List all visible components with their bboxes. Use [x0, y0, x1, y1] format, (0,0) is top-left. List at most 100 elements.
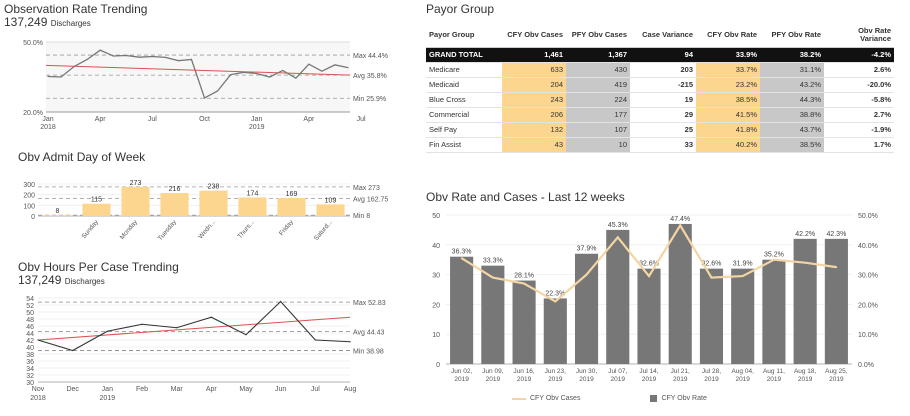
cell: 2.7% — [824, 107, 894, 123]
data-point — [282, 69, 284, 72]
grand-total-row: GRAND TOTAL 1,461 1,367 94 33.9% 38.2% -… — [426, 47, 894, 63]
trend-line — [37, 316, 351, 341]
header-case-variance[interactable]: Case Variance — [630, 24, 696, 48]
bar — [450, 256, 474, 364]
table-row[interactable]: Self Pay 132 107 25 41.8% 43.7% -1.9% — [426, 122, 894, 138]
x-tick-label: Jan — [42, 116, 53, 123]
x-tick-year: 2019 — [798, 376, 813, 383]
header-cfy-obv-rate[interactable]: CFY Obv Rate — [696, 24, 760, 48]
bar — [160, 192, 189, 216]
data-point — [151, 55, 153, 58]
y-tick-label-left: 10 — [432, 332, 440, 339]
data-point — [648, 275, 650, 277]
table-row[interactable]: Fin Assist 43 10 33 40.2% 38.5% 1.7% — [426, 137, 894, 153]
payor-title: Payor Group — [426, 2, 495, 16]
legend-rate-label: CFY Obv Rate — [661, 395, 707, 402]
data-point — [314, 339, 316, 341]
cell: 33.9% — [696, 47, 760, 63]
cell: 43.2% — [760, 77, 824, 93]
cell: 107 — [566, 122, 630, 138]
reference-label: Max 273 — [353, 185, 380, 192]
data-point — [177, 60, 180, 62]
x-tick-label: Sunday — [80, 218, 100, 240]
data-label: 28.1% — [514, 273, 534, 280]
data-point — [804, 261, 806, 264]
header-pfy-obv-rate[interactable]: PFY Obv Rate — [760, 24, 824, 48]
cell: 1,461 — [502, 47, 566, 63]
cell: 38.5% — [696, 92, 760, 108]
bar — [238, 197, 267, 216]
data-point — [47, 75, 49, 78]
y-tick-label-left: 30 — [432, 273, 440, 280]
weekly-chart: 0 0.0% 10 10.0% 20 20.0% 30 30.0% 40 40.0% 50 50.0%… — [432, 213, 878, 383]
bar — [481, 265, 505, 364]
data-label: 42.3% — [826, 231, 846, 238]
table-row[interactable]: Medicare 633 430 203 33.7% 31.1% 2.6% — [426, 62, 894, 78]
table-row[interactable]: Blue Cross 243 224 19 38.5% 44.3% -5.8% — [426, 92, 894, 108]
data-point — [295, 77, 297, 79]
y-tick-label-left: 40 — [432, 243, 440, 250]
y-tick-label-right: 10.0% — [858, 332, 878, 339]
data-point — [349, 341, 351, 343]
data-point — [164, 56, 166, 58]
cell: 43 — [502, 137, 566, 153]
series-line — [37, 300, 351, 352]
x-tick-year: 2019 — [611, 376, 626, 383]
hours-case-title: Obv Hours Per Case Trending — [18, 260, 179, 274]
data-point — [280, 300, 282, 303]
table-row[interactable]: Commercial 206 177 29 41.5% 38.8% 2.7% — [426, 107, 894, 123]
bar — [668, 223, 692, 364]
data-label: 35.2% — [764, 252, 784, 259]
obs-rate-title: Observation Rate Trending — [4, 2, 148, 16]
data-label: 32.6% — [639, 261, 659, 268]
admit-dow-chart: 0 100 200 300 Max 273 Avg 162.75 Min 8 8 115 273 2… — [23, 180, 388, 242]
data-point — [86, 58, 88, 61]
reference-label: Avg 44.43 — [353, 329, 385, 336]
cell: 38.2% — [760, 47, 824, 63]
x-tick-label: Oct — [199, 116, 210, 123]
x-tick-year: 2019 — [486, 376, 501, 383]
payor-header-row: Payor Group CFY Obv Cases PFY Obv Cases … — [426, 24, 894, 48]
cell: 44.3% — [760, 92, 824, 108]
bar — [543, 298, 567, 364]
reference-label: Max 44.4% — [353, 53, 388, 60]
data-point — [269, 76, 271, 78]
y-tick-label-left: 20 — [432, 302, 440, 309]
cell: 243 — [502, 92, 566, 108]
data-label: 47.4% — [670, 216, 690, 223]
cell: GRAND TOTAL — [426, 47, 502, 63]
bar — [762, 259, 786, 364]
cell: Commercial — [426, 107, 502, 123]
y-tick-label: 40 — [26, 345, 34, 352]
cell: 33 — [630, 137, 696, 153]
x-tick-label: Jul — [357, 116, 366, 123]
header-cfy-obv-cases[interactable]: CFY Obv Cases — [502, 24, 566, 48]
x-tick-label: May — [239, 386, 253, 393]
header-pfy-obv-cases[interactable]: PFY Obv Cases — [566, 24, 630, 48]
y-tick-label-right: 40.0% — [858, 243, 878, 250]
data-point — [347, 67, 349, 69]
header-payor-group[interactable]: Payor Group — [426, 24, 502, 48]
x-tick-year: 2018 — [30, 395, 46, 402]
legend-cases-swatch — [512, 397, 526, 400]
reference-label: Max 52.83 — [353, 300, 386, 307]
cell: 19 — [630, 92, 696, 108]
x-tick-label: Tuesday — [157, 218, 179, 242]
data-point — [99, 49, 101, 51]
data-point — [216, 90, 219, 92]
data-label: 36.3% — [452, 249, 472, 256]
cell: 25 — [630, 122, 696, 138]
cell: -5.8% — [824, 92, 894, 108]
data-point — [37, 339, 39, 341]
table-row[interactable]: Medicaid 204 419 -215 23.2% 43.2% -20.0% — [426, 77, 894, 93]
bar — [606, 229, 630, 364]
y-tick-label: 48 — [26, 317, 34, 324]
reference-label: Avg 35.8% — [353, 73, 387, 80]
header-obv-rate-variance[interactable]: Obv Rate Variance — [824, 24, 894, 48]
bar — [731, 268, 755, 364]
x-tick-label: Jun — [275, 386, 286, 393]
y-tick-label-right: 30.0% — [858, 273, 878, 280]
data-label: 115 — [91, 197, 102, 204]
y-tick-label: 44 — [26, 331, 34, 338]
